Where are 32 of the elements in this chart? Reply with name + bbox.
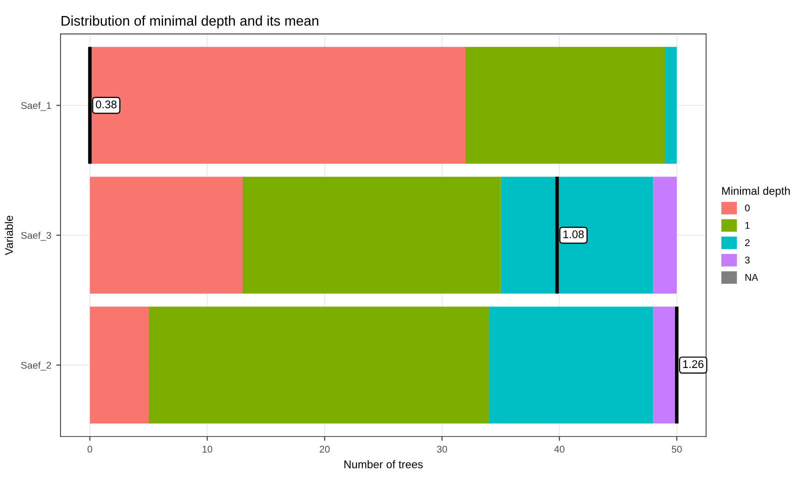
- bar: [465, 46, 666, 164]
- x-axis-title: Number of trees: [344, 460, 423, 468]
- annotation: 1.26: [683, 360, 704, 368]
- y-tick-label: Saef_3: [21, 232, 52, 241]
- y-tick-label: Saef_2: [21, 362, 52, 371]
- x-tick-label: 20: [320, 446, 330, 453]
- annotation: 1.08: [563, 230, 584, 238]
- bar: [148, 306, 489, 424]
- bar: [90, 176, 242, 294]
- x-tick-label: 0: [88, 446, 92, 453]
- bar: [488, 306, 654, 424]
- bar: [665, 46, 677, 164]
- legend-label: 1: [745, 222, 750, 229]
- legend-label: 2: [745, 239, 750, 246]
- legend-title: Minimal depth: [722, 186, 790, 198]
- legend-label: 0: [745, 204, 750, 212]
- bar: [90, 46, 466, 164]
- bar: [242, 176, 501, 294]
- bar: [90, 306, 149, 424]
- annotation: 0.38: [96, 100, 117, 108]
- bar: [653, 176, 677, 294]
- x-tick-label: 30: [436, 446, 448, 453]
- bar: [653, 306, 677, 424]
- y-tick-label: Saef_1: [21, 102, 52, 111]
- legend-label: NA: [745, 274, 758, 281]
- x-tick-label: 50: [672, 446, 682, 453]
- x-tick-label: 10: [202, 446, 212, 453]
- chart-title: Distribution of minimal depth and its mean: [62, 16, 318, 28]
- bar: [500, 176, 654, 294]
- legend-label: 3: [745, 256, 750, 264]
- y-axis-title: Variable: [4, 216, 13, 256]
- x-tick-label: 40: [554, 446, 564, 453]
